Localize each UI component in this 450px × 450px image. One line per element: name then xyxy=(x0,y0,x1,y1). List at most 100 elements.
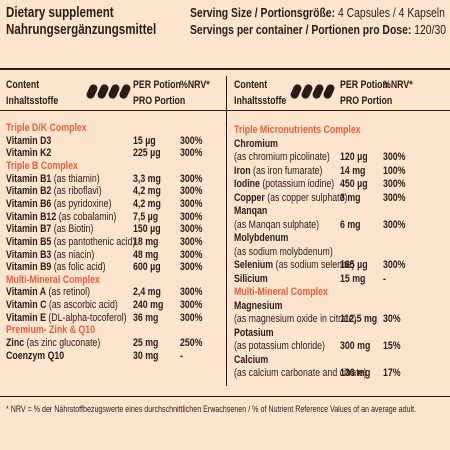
divider xyxy=(226,76,227,386)
nutrient-note: (as cobalamin) xyxy=(58,210,117,223)
capsule-icon xyxy=(107,83,121,100)
nrv: 300% xyxy=(180,223,203,236)
nrv: 300% xyxy=(180,134,203,147)
section-title: Triple Micronutrients Complex xyxy=(234,124,361,136)
title: Dietary supplement xyxy=(6,5,114,21)
amount: 240 mg xyxy=(133,299,164,312)
capsule-icon xyxy=(96,83,110,100)
serving-label: Serving Size / Portionsgröße: xyxy=(190,5,336,20)
capsule-icon xyxy=(322,83,336,100)
capsule-icon xyxy=(311,83,325,100)
column-header: PER Potion xyxy=(133,79,181,91)
nutrient-note: (as Manqan sulphate) xyxy=(234,218,320,231)
amount: 450 µg xyxy=(340,178,368,190)
column-header: Content xyxy=(6,79,40,91)
amount: 7,5 µg xyxy=(133,210,159,223)
nutrient-note: (as chromium picolinate) xyxy=(234,151,330,163)
nutrient-note: (potassium iodine) xyxy=(262,178,335,190)
nutrient: Vitamin B7 (as Biotin) xyxy=(6,224,93,235)
nutrient-name: Vitamin B1 xyxy=(6,172,52,185)
nutrient: Zinc (as zinc gluconate) xyxy=(6,338,100,349)
nutrient-name: Selenium xyxy=(234,259,274,271)
nutrient: Magnesium xyxy=(234,300,282,312)
nutrient: Iron (as iron fumarate) xyxy=(234,164,323,177)
nutrient-name: Iodine xyxy=(234,178,260,190)
amount: 6 mg xyxy=(340,218,361,231)
nutrient-note: (as folic acid) xyxy=(53,261,106,274)
amount: 4,2 mg xyxy=(133,185,161,198)
nutrient-name: Vitamin E xyxy=(6,311,46,324)
footnote: * NRV = % der Nährstoffbezugswerte eines… xyxy=(6,404,417,414)
nrv: - xyxy=(383,272,386,285)
amount: 14 mg xyxy=(340,164,366,177)
nutrient: Vitamin B2 (as riboflavi) xyxy=(6,186,102,197)
amount: 2,4 mg xyxy=(133,286,161,299)
nutrient: (as potassium chloride) xyxy=(234,341,325,352)
nrv: 300% xyxy=(180,248,203,261)
amount: 136 mg xyxy=(340,367,371,379)
nrv: 300% xyxy=(180,172,203,185)
nrv: 30% xyxy=(383,313,401,325)
column-header: Inhaltsstoffe xyxy=(234,95,287,107)
nutrient-note: (as ascorbic acid) xyxy=(48,299,118,312)
section-title: Triple D/K Complex xyxy=(6,122,87,134)
nutrient: Copper (as copper sulphate) xyxy=(234,191,347,204)
column-header: %NRV* xyxy=(383,79,413,91)
subtitle: Nahrungsergänzungsmittel xyxy=(6,22,157,38)
nrv: 100% xyxy=(383,164,406,177)
nrv: 300% xyxy=(180,210,203,223)
amount: 300 mg xyxy=(340,340,371,352)
nutrient-note: (as niacin) xyxy=(53,248,95,261)
amount: 3 mg xyxy=(340,191,361,204)
rule xyxy=(0,68,450,70)
capsule-icon xyxy=(85,83,99,100)
amount: 48 mg xyxy=(133,248,159,261)
nutrient-note: (as riboflavi) xyxy=(53,185,102,198)
capsule-icon xyxy=(118,83,132,100)
column-header: %NRV* xyxy=(180,79,210,91)
serving-size: Serving Size / Portionsgröße: 4 Capsules… xyxy=(190,6,445,19)
nutrient-note: (as iron fumarate) xyxy=(253,164,323,177)
nutrient-name: Chromium xyxy=(234,137,278,150)
nutrient: Selenium (as sodium selenite) xyxy=(234,260,354,271)
amount: 36 mg xyxy=(133,311,159,324)
nutrient-name: Vitamin B12 xyxy=(6,210,57,223)
nrv: 15% xyxy=(383,340,401,352)
nutrient-name: Coenzym Q10 xyxy=(6,349,65,362)
nutrient-name: Vitamin K2 xyxy=(6,147,52,160)
amount: 25 mg xyxy=(133,337,159,350)
servings-label: Servings per container / Portionen pro D… xyxy=(190,22,412,37)
nutrient-note: (as calcium carbonate and citrate) xyxy=(234,367,367,379)
nutrient-name: Vitamin C xyxy=(6,299,47,312)
nrv: 250% xyxy=(180,337,203,350)
nutrient-note: (as magnesium oxide in citrate) xyxy=(234,313,357,325)
nutrient-name: Vitamin B7 xyxy=(6,223,52,236)
nutrient: Manqan xyxy=(234,206,267,217)
nrv: 300% xyxy=(383,151,406,163)
section-title: Multi-Mineral Complex xyxy=(6,273,100,286)
nutrient-name: Vitamin B6 xyxy=(6,197,52,210)
nrv: 300% xyxy=(180,197,203,210)
nutrient: Vitamin B3 (as niacin) xyxy=(6,248,95,261)
section-title: Premium- Zink & Q10 xyxy=(6,324,96,337)
nutrient: (as magnesium oxide in citrate) xyxy=(234,314,356,325)
nutrient: Vitamin A (as retinol) xyxy=(6,287,90,298)
nutrient-note: (as pantothenic acid) xyxy=(53,235,136,248)
nutrient-note: (as zinc gluconate) xyxy=(26,337,101,350)
nutrient: Vitamin C (as ascorbic acid) xyxy=(6,300,118,311)
rule xyxy=(0,396,450,397)
amount: 165 µg xyxy=(340,259,368,271)
nutrient-name: Copper xyxy=(234,191,265,204)
amount: 3,3 mg xyxy=(133,172,161,185)
nutrient: Vitamin B9 (as folic acid) xyxy=(6,262,106,273)
nutrient: Vitamin B12 (as cobalamin) xyxy=(6,210,117,223)
nutrient-note: (as sodium selenite) xyxy=(275,259,355,271)
nutrient-note: (as pyridoxine) xyxy=(53,197,112,210)
nutrient: Vitamin D3 xyxy=(6,135,51,147)
nrv: 300% xyxy=(383,191,406,204)
nutrient: Vitamin E (DL-alpha-tocoferol) xyxy=(6,311,127,324)
nutrient-name: Silicium xyxy=(234,272,268,285)
nutrient-name: Vitamin B2 xyxy=(6,185,52,198)
nrv: 300% xyxy=(180,235,203,248)
column-header: PRO Portion xyxy=(133,95,186,107)
